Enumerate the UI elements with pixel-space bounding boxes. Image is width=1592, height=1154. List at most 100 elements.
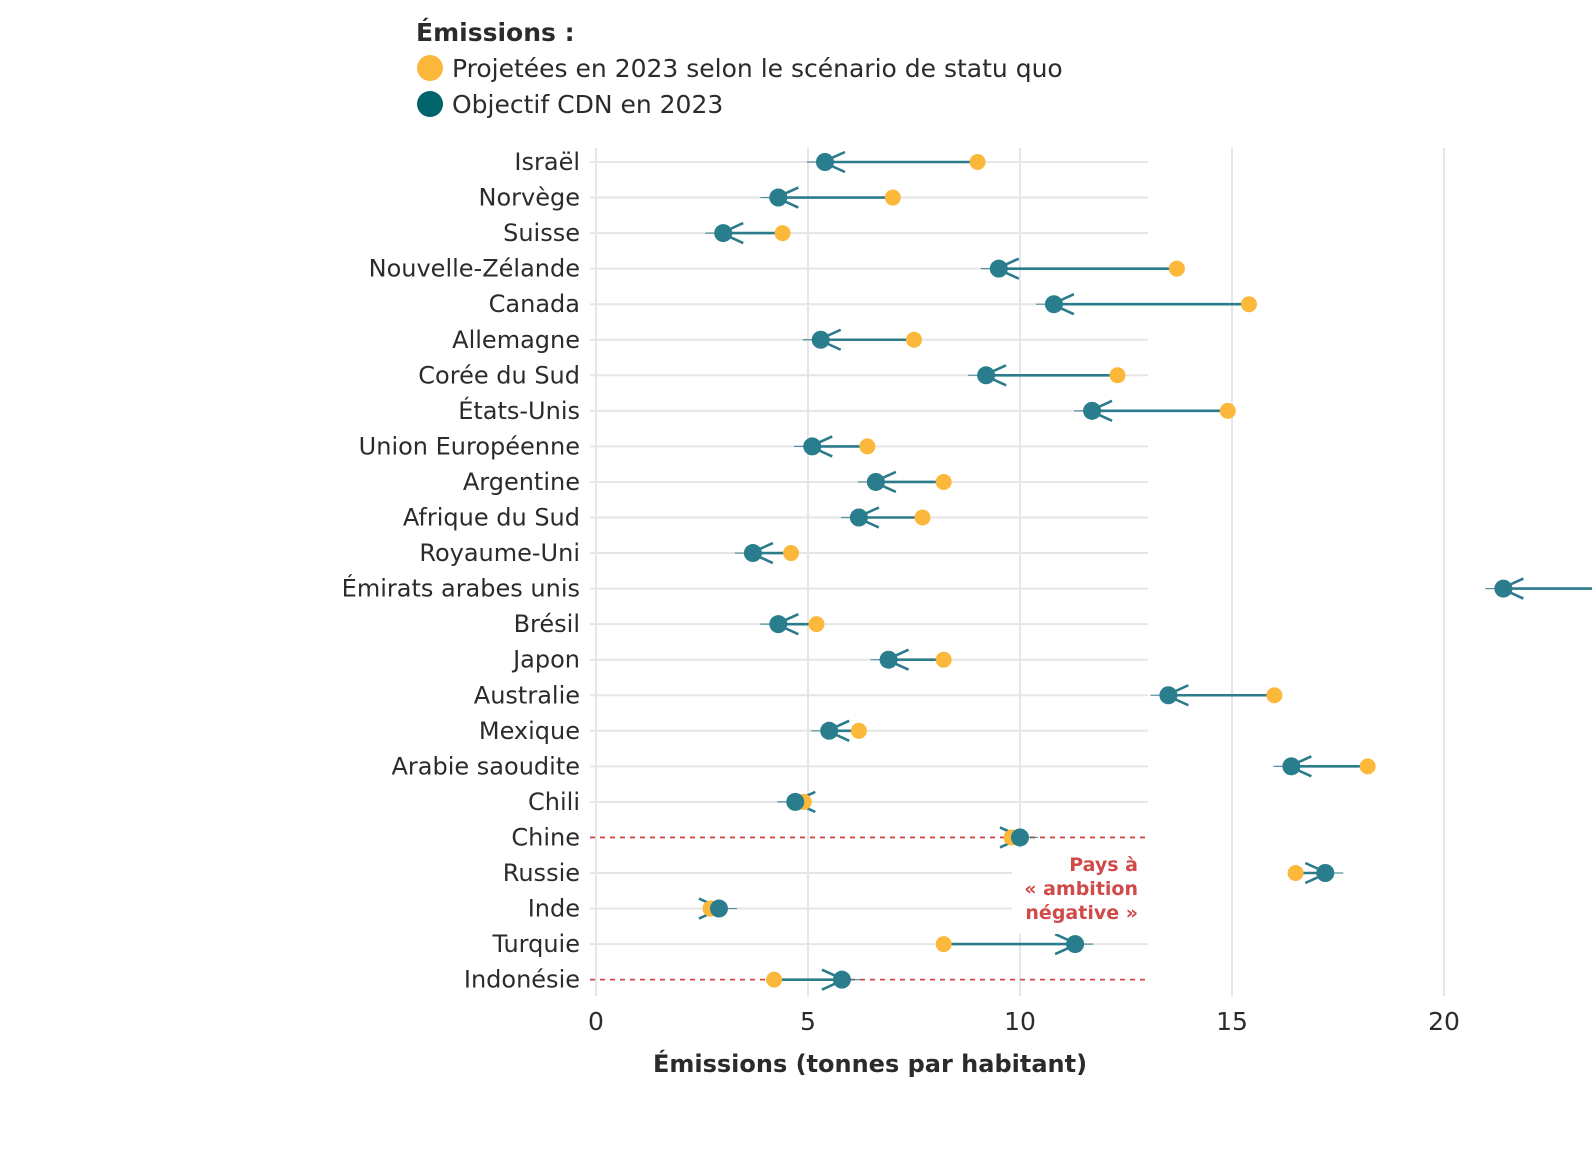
- target-point: [1011, 828, 1029, 847]
- country-mark-group: [760, 186, 901, 209]
- country-label: Turquie: [491, 930, 580, 958]
- country-label: Émirats arabes unis: [342, 574, 580, 603]
- target-point: [820, 721, 839, 740]
- country-label: Russie: [503, 859, 580, 887]
- projected-point: [766, 971, 783, 988]
- country-rows: [590, 161, 1148, 946]
- target-point: [786, 792, 805, 811]
- country-label: Japon: [511, 646, 580, 674]
- projected-point: [935, 936, 952, 953]
- country-label: Brésil: [514, 610, 580, 638]
- legend-target-label: Objectif CDN en 2023: [452, 90, 723, 119]
- country-mark-group: [857, 470, 952, 494]
- country-label: Union Européenne: [359, 432, 580, 460]
- legend: Émissions : Projetées en 2023 selon le s…: [416, 18, 1063, 119]
- legend-projected-marker: [417, 55, 443, 81]
- legend-target-marker: [417, 91, 443, 117]
- x-tick-label: 15: [1216, 1007, 1248, 1036]
- projected-point: [783, 545, 800, 562]
- country-mark-group: [870, 648, 952, 671]
- target-point: [769, 615, 788, 634]
- projected-point: [1266, 687, 1283, 704]
- projected-point: [859, 438, 876, 455]
- country-label: Inde: [528, 895, 580, 923]
- country-label: États-Unis: [458, 396, 580, 425]
- country-mark-group: [794, 435, 876, 458]
- annotation-background: [1012, 848, 1148, 934]
- country-label: Indonésie: [464, 966, 580, 994]
- x-tick-label: 20: [1428, 1007, 1460, 1036]
- country-mark-group: [811, 719, 867, 742]
- country-mark-group: [999, 826, 1038, 849]
- legend-projected-label: Projetées en 2023 selon le scénario de s…: [452, 54, 1063, 83]
- country-mark-group: [1035, 293, 1257, 316]
- annotation-line-3: négative »: [1025, 902, 1138, 924]
- x-axis-title: Émissions (tonnes par habitant): [653, 1049, 1087, 1078]
- country-labels: Israël Norvège Suisse Nouvelle-Zélande Canad…: [342, 148, 580, 994]
- country-label: Chili: [528, 788, 580, 816]
- country-mark-group: [806, 150, 986, 174]
- projected-point: [1240, 296, 1257, 313]
- target-point: [1282, 757, 1301, 776]
- projected-point: [914, 509, 931, 526]
- projected-point: [884, 189, 901, 206]
- projected-point: [774, 225, 791, 242]
- country-mark-group: [1287, 861, 1344, 885]
- country-mark-group: [968, 364, 1126, 387]
- country-mark-group: [1273, 755, 1376, 778]
- country-label: Mexique: [479, 717, 580, 745]
- country-mark-group: [1074, 399, 1236, 423]
- negative-ambition-annotation: Pays à « ambition négative »: [1012, 848, 1148, 934]
- country-mark-group: [935, 932, 1094, 956]
- projected-point: [1359, 758, 1376, 775]
- country-label: Allemagne: [452, 326, 580, 354]
- country-label: Chine: [511, 823, 580, 851]
- country-label: Suisse: [503, 219, 580, 247]
- country-mark-group: [802, 328, 922, 351]
- target-point: [811, 330, 830, 349]
- projected-point: [906, 331, 922, 348]
- country-label: Royaume-Uni: [419, 539, 580, 567]
- projected-point: [1287, 865, 1304, 881]
- target-point: [769, 188, 788, 207]
- country-label: Israël: [514, 148, 580, 176]
- target-point: [743, 544, 762, 563]
- data-marks: [698, 150, 1592, 991]
- country-mark-group: [734, 541, 800, 565]
- legend-title: Émissions :: [416, 18, 575, 47]
- x-tick-label: 10: [1004, 1007, 1036, 1036]
- target-point: [1159, 686, 1178, 705]
- country-mark-group: [698, 897, 737, 920]
- target-point: [803, 437, 822, 456]
- target-point: [815, 153, 834, 171]
- projected-point: [1109, 367, 1126, 384]
- projected-point: [935, 473, 952, 490]
- x-tick-label: 0: [588, 1007, 604, 1036]
- country-mark-group: [705, 221, 791, 245]
- target-point: [977, 366, 996, 385]
- target-point: [1316, 864, 1335, 882]
- target-point: [849, 508, 868, 527]
- country-mark-group: [766, 968, 860, 991]
- country-mark-group: [840, 506, 931, 529]
- annotation-line-1: Pays à: [1069, 854, 1138, 876]
- target-point: [989, 259, 1008, 278]
- target-point: [1494, 579, 1513, 598]
- country-label: Corée du Sud: [418, 361, 580, 389]
- target-point: [1083, 401, 1102, 420]
- target-point: [714, 224, 733, 243]
- projected-point: [850, 722, 867, 739]
- target-point: [709, 899, 728, 918]
- country-label: Nouvelle-Zélande: [369, 255, 580, 283]
- country-mark-group: [1485, 577, 1592, 600]
- country-mark-group: [1150, 684, 1283, 707]
- projected-point: [935, 651, 952, 668]
- country-label: Norvège: [479, 184, 580, 212]
- x-tick-label: 5: [800, 1007, 816, 1036]
- target-point: [832, 970, 851, 989]
- target-point: [879, 650, 898, 669]
- country-mark-group: [980, 257, 1185, 280]
- target-point: [866, 472, 885, 491]
- projected-point: [808, 616, 825, 633]
